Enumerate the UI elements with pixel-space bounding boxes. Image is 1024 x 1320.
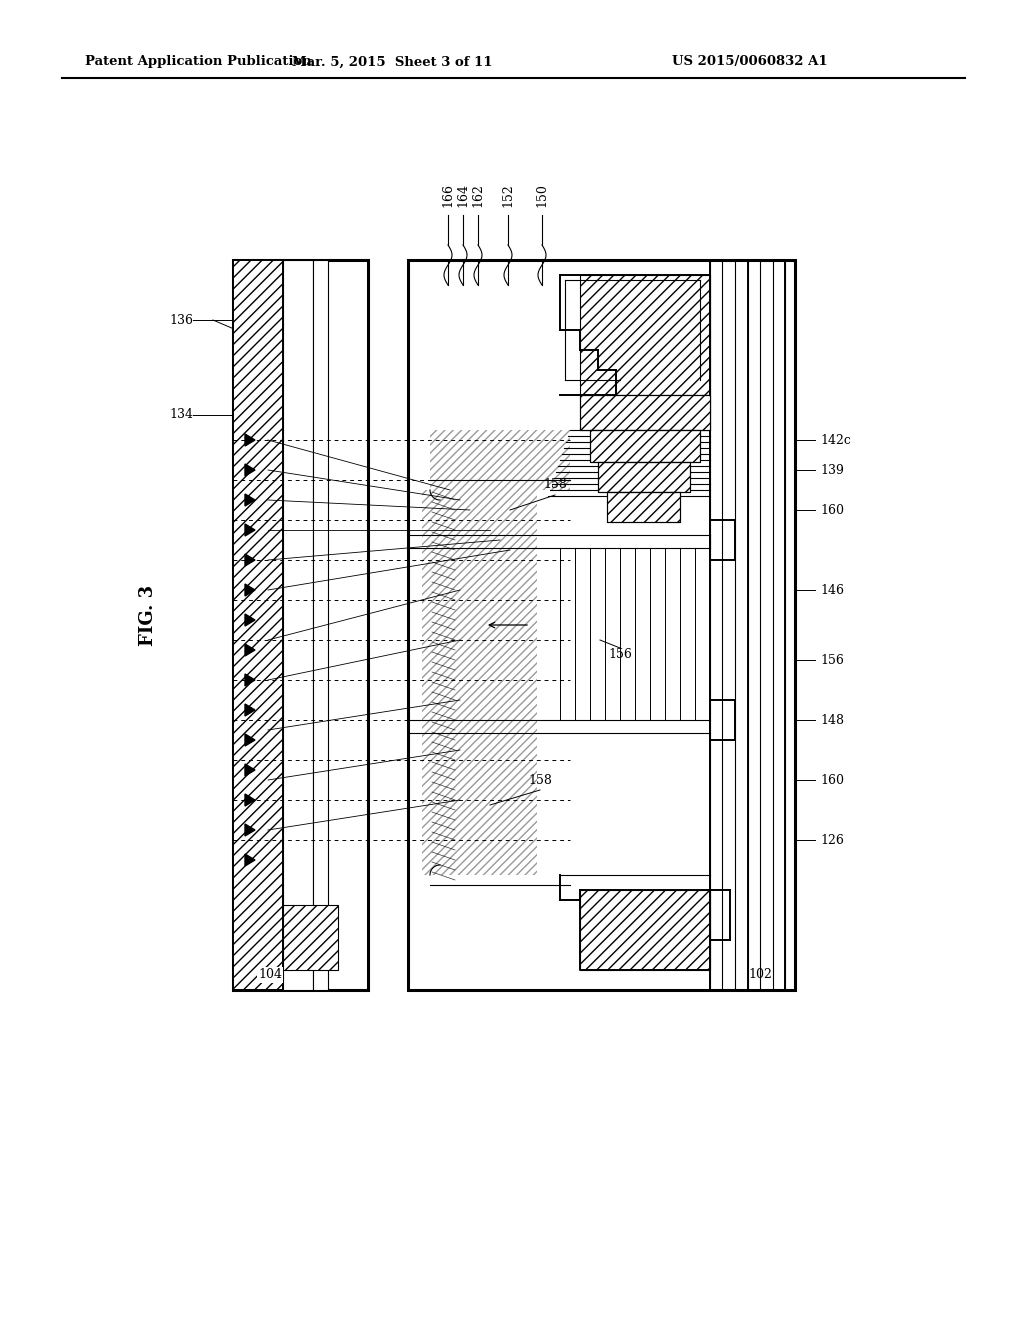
Text: 104: 104 xyxy=(258,969,282,982)
Text: 166: 166 xyxy=(441,183,455,207)
Polygon shape xyxy=(245,824,255,836)
Polygon shape xyxy=(245,764,255,776)
Polygon shape xyxy=(245,434,255,446)
Bar xyxy=(313,260,328,990)
Text: 142c: 142c xyxy=(820,433,851,446)
Polygon shape xyxy=(245,614,255,626)
Text: 164: 164 xyxy=(457,183,469,207)
Text: 134: 134 xyxy=(169,408,193,421)
Bar xyxy=(430,430,570,490)
Bar xyxy=(607,492,680,521)
Text: 150: 150 xyxy=(536,183,549,207)
Polygon shape xyxy=(245,583,255,597)
Text: Patent Application Publication: Patent Application Publication xyxy=(85,55,311,69)
Polygon shape xyxy=(245,465,255,477)
Text: Mar. 5, 2015  Sheet 3 of 11: Mar. 5, 2015 Sheet 3 of 11 xyxy=(292,55,493,69)
Text: 146: 146 xyxy=(820,583,844,597)
Bar xyxy=(422,490,537,875)
Bar xyxy=(580,395,710,430)
Polygon shape xyxy=(245,554,255,566)
Text: 140b: 140b xyxy=(655,491,665,519)
Text: 160: 160 xyxy=(820,774,844,787)
Bar xyxy=(580,890,710,970)
Text: 139: 139 xyxy=(820,463,844,477)
Bar xyxy=(580,275,710,395)
Bar xyxy=(283,260,313,990)
Polygon shape xyxy=(245,675,255,686)
Text: FIG. 3: FIG. 3 xyxy=(139,585,157,645)
Bar xyxy=(283,906,338,970)
Polygon shape xyxy=(245,494,255,506)
Bar xyxy=(590,430,700,462)
Text: 158: 158 xyxy=(543,479,567,491)
Text: 126: 126 xyxy=(820,833,844,846)
Text: 152: 152 xyxy=(502,183,514,207)
Text: 156: 156 xyxy=(820,653,844,667)
Text: US 2015/0060832 A1: US 2015/0060832 A1 xyxy=(672,55,827,69)
Bar xyxy=(233,260,368,990)
Polygon shape xyxy=(245,524,255,536)
Text: 160: 160 xyxy=(820,503,844,516)
Polygon shape xyxy=(245,644,255,656)
Bar xyxy=(598,462,690,492)
Bar xyxy=(233,260,283,990)
Polygon shape xyxy=(245,854,255,866)
Text: 136: 136 xyxy=(169,314,193,326)
Text: 162: 162 xyxy=(471,183,484,207)
Text: 130: 130 xyxy=(670,494,680,516)
Bar xyxy=(408,260,795,990)
Text: 156: 156 xyxy=(608,648,632,661)
Polygon shape xyxy=(245,734,255,746)
Text: 102: 102 xyxy=(749,969,772,982)
Text: 138b: 138b xyxy=(640,491,650,519)
Text: 158: 158 xyxy=(528,774,552,787)
Text: 148: 148 xyxy=(820,714,844,726)
Polygon shape xyxy=(245,795,255,807)
Polygon shape xyxy=(245,704,255,715)
